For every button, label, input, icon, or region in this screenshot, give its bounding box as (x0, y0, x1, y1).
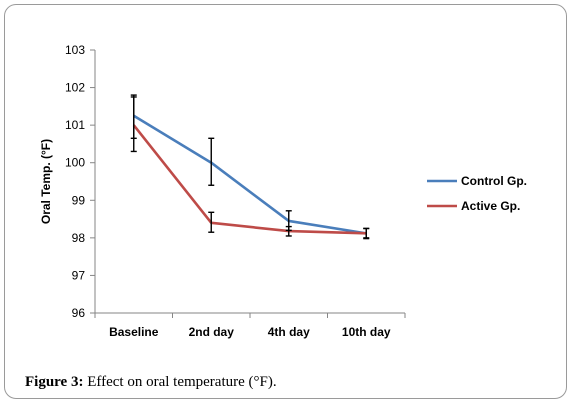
y-axis-title: Oral Temp. (°F) (39, 139, 53, 224)
y-tick-label: 98 (72, 231, 86, 245)
legend-label: Control Gp. (461, 174, 527, 188)
legend-label: Active Gp. (461, 199, 520, 213)
chart-axes (90, 49, 406, 318)
x-tick-label: 10th day (342, 325, 391, 339)
y-tick-label: 101 (65, 118, 85, 132)
figure-label: Figure 3: (25, 374, 84, 390)
y-tick-labels: 96 97 98 99 100 101 102 103 (65, 43, 85, 320)
figure-caption-text: Effect on oral temperature (°F). (87, 374, 277, 390)
x-tick-label: 2nd day (189, 325, 235, 339)
series-line-control (133, 114, 367, 235)
x-tick-label: Baseline (109, 325, 159, 339)
line-chart: 96 97 98 99 100 101 102 103 Baseline 2nd day 4th … (39, 43, 527, 339)
x-tick-labels: Baseline 2nd day 4th day 10th day (109, 325, 391, 339)
y-tick-label: 102 (65, 81, 85, 95)
x-tick-label: 4th day (268, 325, 310, 339)
error-bars (130, 94, 370, 240)
y-tick-label: 99 (72, 193, 86, 207)
y-tick-label: 103 (65, 43, 85, 57)
chart-series (132, 114, 367, 235)
y-tick-label: 97 (72, 268, 86, 282)
chart-legend: Control Gp. Active Gp. (427, 174, 527, 213)
figure-caption: Figure 3: Effect on oral temperature (°F… (25, 374, 277, 391)
series-line-active (132, 124, 367, 235)
y-tick-label: 100 (65, 156, 85, 170)
y-tick-label: 96 (72, 306, 86, 320)
figure-frame: 96 97 98 99 100 101 102 103 Baseline 2nd day 4th … (4, 4, 567, 399)
